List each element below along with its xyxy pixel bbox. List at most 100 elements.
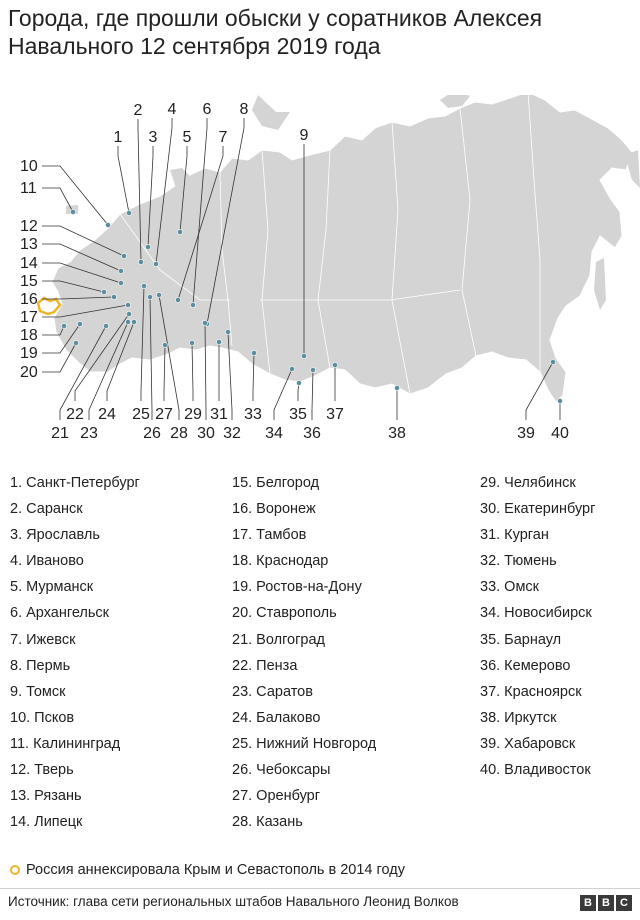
- city-number-label: 24: [98, 406, 116, 423]
- city-number-label: 18: [20, 327, 38, 344]
- crimea-legend-marker: [10, 865, 20, 875]
- city-marker: [126, 311, 132, 317]
- kola-peninsula: [170, 168, 192, 190]
- city-marker: [125, 319, 131, 325]
- city-list-item: 17. Тамбов: [232, 527, 307, 544]
- leader-line: [163, 344, 166, 401]
- city-marker: [225, 329, 231, 335]
- city-number-label: 5: [183, 129, 192, 146]
- leader-line: [149, 296, 153, 420]
- city-number-label: 7: [219, 129, 228, 146]
- city-marker: [77, 321, 83, 327]
- leader-line: [88, 321, 129, 420]
- city-list-item: 32. Тюмень: [480, 553, 557, 570]
- city-list-item: 38. Иркутск: [480, 709, 557, 726]
- city-list-item: 6. Архангельск: [10, 605, 110, 622]
- city-list-item: 24. Балаково: [232, 709, 321, 726]
- leader-line: [42, 165, 109, 226]
- leader-line: [42, 323, 81, 354]
- bbc-logo-letter: B: [580, 895, 596, 911]
- city-list-item: 28. Казань: [232, 814, 303, 831]
- city-number-label: 19: [20, 345, 38, 362]
- leader-line: [106, 321, 135, 401]
- city-number-label: 9: [300, 127, 309, 144]
- city-list-item: 21. Волгоград: [232, 631, 325, 648]
- city-column-2: 15. Белгород 16. Воронеж 17. Тамбов 18. Кра…: [232, 470, 376, 835]
- city-number-label: 23: [80, 425, 98, 442]
- city-list-item: 13. Рязань: [10, 788, 82, 805]
- city-list-item: 14. Липецк: [10, 814, 83, 831]
- leader-line: [311, 369, 314, 420]
- leader-line: [59, 325, 107, 420]
- legend-text: Россия аннексировала Крым и Севастополь …: [26, 862, 405, 878]
- leader-line: [179, 146, 188, 233]
- city-marker: [105, 222, 111, 228]
- city-number-label: 22: [66, 406, 84, 423]
- city-list-item: 26. Чебоксары: [232, 762, 331, 779]
- city-list-item: 23. Саратов: [232, 683, 313, 700]
- city-number-label: 38: [388, 425, 406, 442]
- city-list-item: 15. Белгород: [232, 475, 320, 491]
- leader-line: [252, 352, 255, 401]
- city-marker: [301, 353, 307, 359]
- city-number-label: 39: [517, 425, 535, 442]
- city-number-label: 10: [20, 158, 38, 175]
- city-marker: [177, 229, 183, 235]
- city-number-label: 36: [303, 425, 321, 442]
- city-number-label: 26: [143, 425, 161, 442]
- leader-line: [177, 146, 224, 301]
- city-list-item: 5. Мурманск: [10, 579, 94, 596]
- source-note: Источник: глава сети региональных штабов…: [8, 894, 459, 909]
- city-marker: [121, 253, 127, 259]
- city-list-item: 20. Ставрополь: [232, 605, 337, 622]
- city-list-item: 31. Курган: [480, 527, 549, 544]
- leader-line: [42, 304, 129, 318]
- leader-line: [74, 313, 130, 401]
- leader-line: [273, 368, 293, 420]
- city-marker: [175, 297, 181, 303]
- city-list-item: 19. Ростов-на-Дону: [232, 579, 362, 596]
- city-number-label: 30: [197, 425, 215, 442]
- city-list-item: 16. Воронеж: [232, 501, 316, 518]
- city-list-item: 35. Барнаул: [480, 631, 562, 648]
- leader-lines: [42, 118, 561, 420]
- city-marker: [61, 323, 67, 329]
- city-list-item: 33. Омск: [480, 579, 540, 596]
- city-number-label: 32: [223, 425, 241, 442]
- city-number-label: 16: [20, 291, 38, 308]
- city-number-label: 40: [551, 425, 569, 442]
- leader-line: [42, 262, 122, 284]
- city-marker: [310, 367, 316, 373]
- city-list-item: 2. Саранск: [10, 501, 83, 518]
- city-markers: [61, 209, 563, 404]
- city-list-item: 36. Кемерово: [480, 657, 571, 674]
- city-number-label: 2: [134, 102, 143, 119]
- city-list-item: 1. Санкт-Петербург: [10, 475, 140, 491]
- city-list-item: 18. Краснодар: [232, 553, 329, 570]
- sakhalin: [594, 258, 606, 310]
- city-number-label: 6: [203, 101, 212, 118]
- city-list-item: 7. Ижевск: [10, 631, 76, 648]
- footer-divider: [0, 888, 640, 889]
- city-number-label: 8: [240, 101, 249, 118]
- city-list-item: 10. Псков: [10, 709, 75, 726]
- city-number-label: 12: [20, 218, 38, 235]
- city-list-item: 12. Тверь: [10, 762, 74, 779]
- city-number-label: 37: [326, 406, 344, 423]
- kamchatka: [625, 150, 640, 188]
- leader-line: [227, 331, 233, 420]
- bbc-logo-letter: B: [598, 895, 614, 911]
- city-list-item: 11. Калининград: [10, 735, 121, 752]
- leader-line: [42, 296, 115, 300]
- city-marker: [126, 210, 132, 216]
- city-number-label: 15: [20, 273, 38, 290]
- leader-line: [140, 285, 145, 401]
- city-marker: [216, 339, 222, 345]
- leader-line: [192, 118, 208, 306]
- russia-landmass: [51, 95, 640, 403]
- city-marker: [73, 340, 79, 346]
- city-marker: [118, 280, 124, 286]
- bbc-logo-letter: C: [616, 895, 632, 911]
- city-list-item: 29. Челябинск: [480, 475, 576, 491]
- city-marker: [145, 244, 151, 250]
